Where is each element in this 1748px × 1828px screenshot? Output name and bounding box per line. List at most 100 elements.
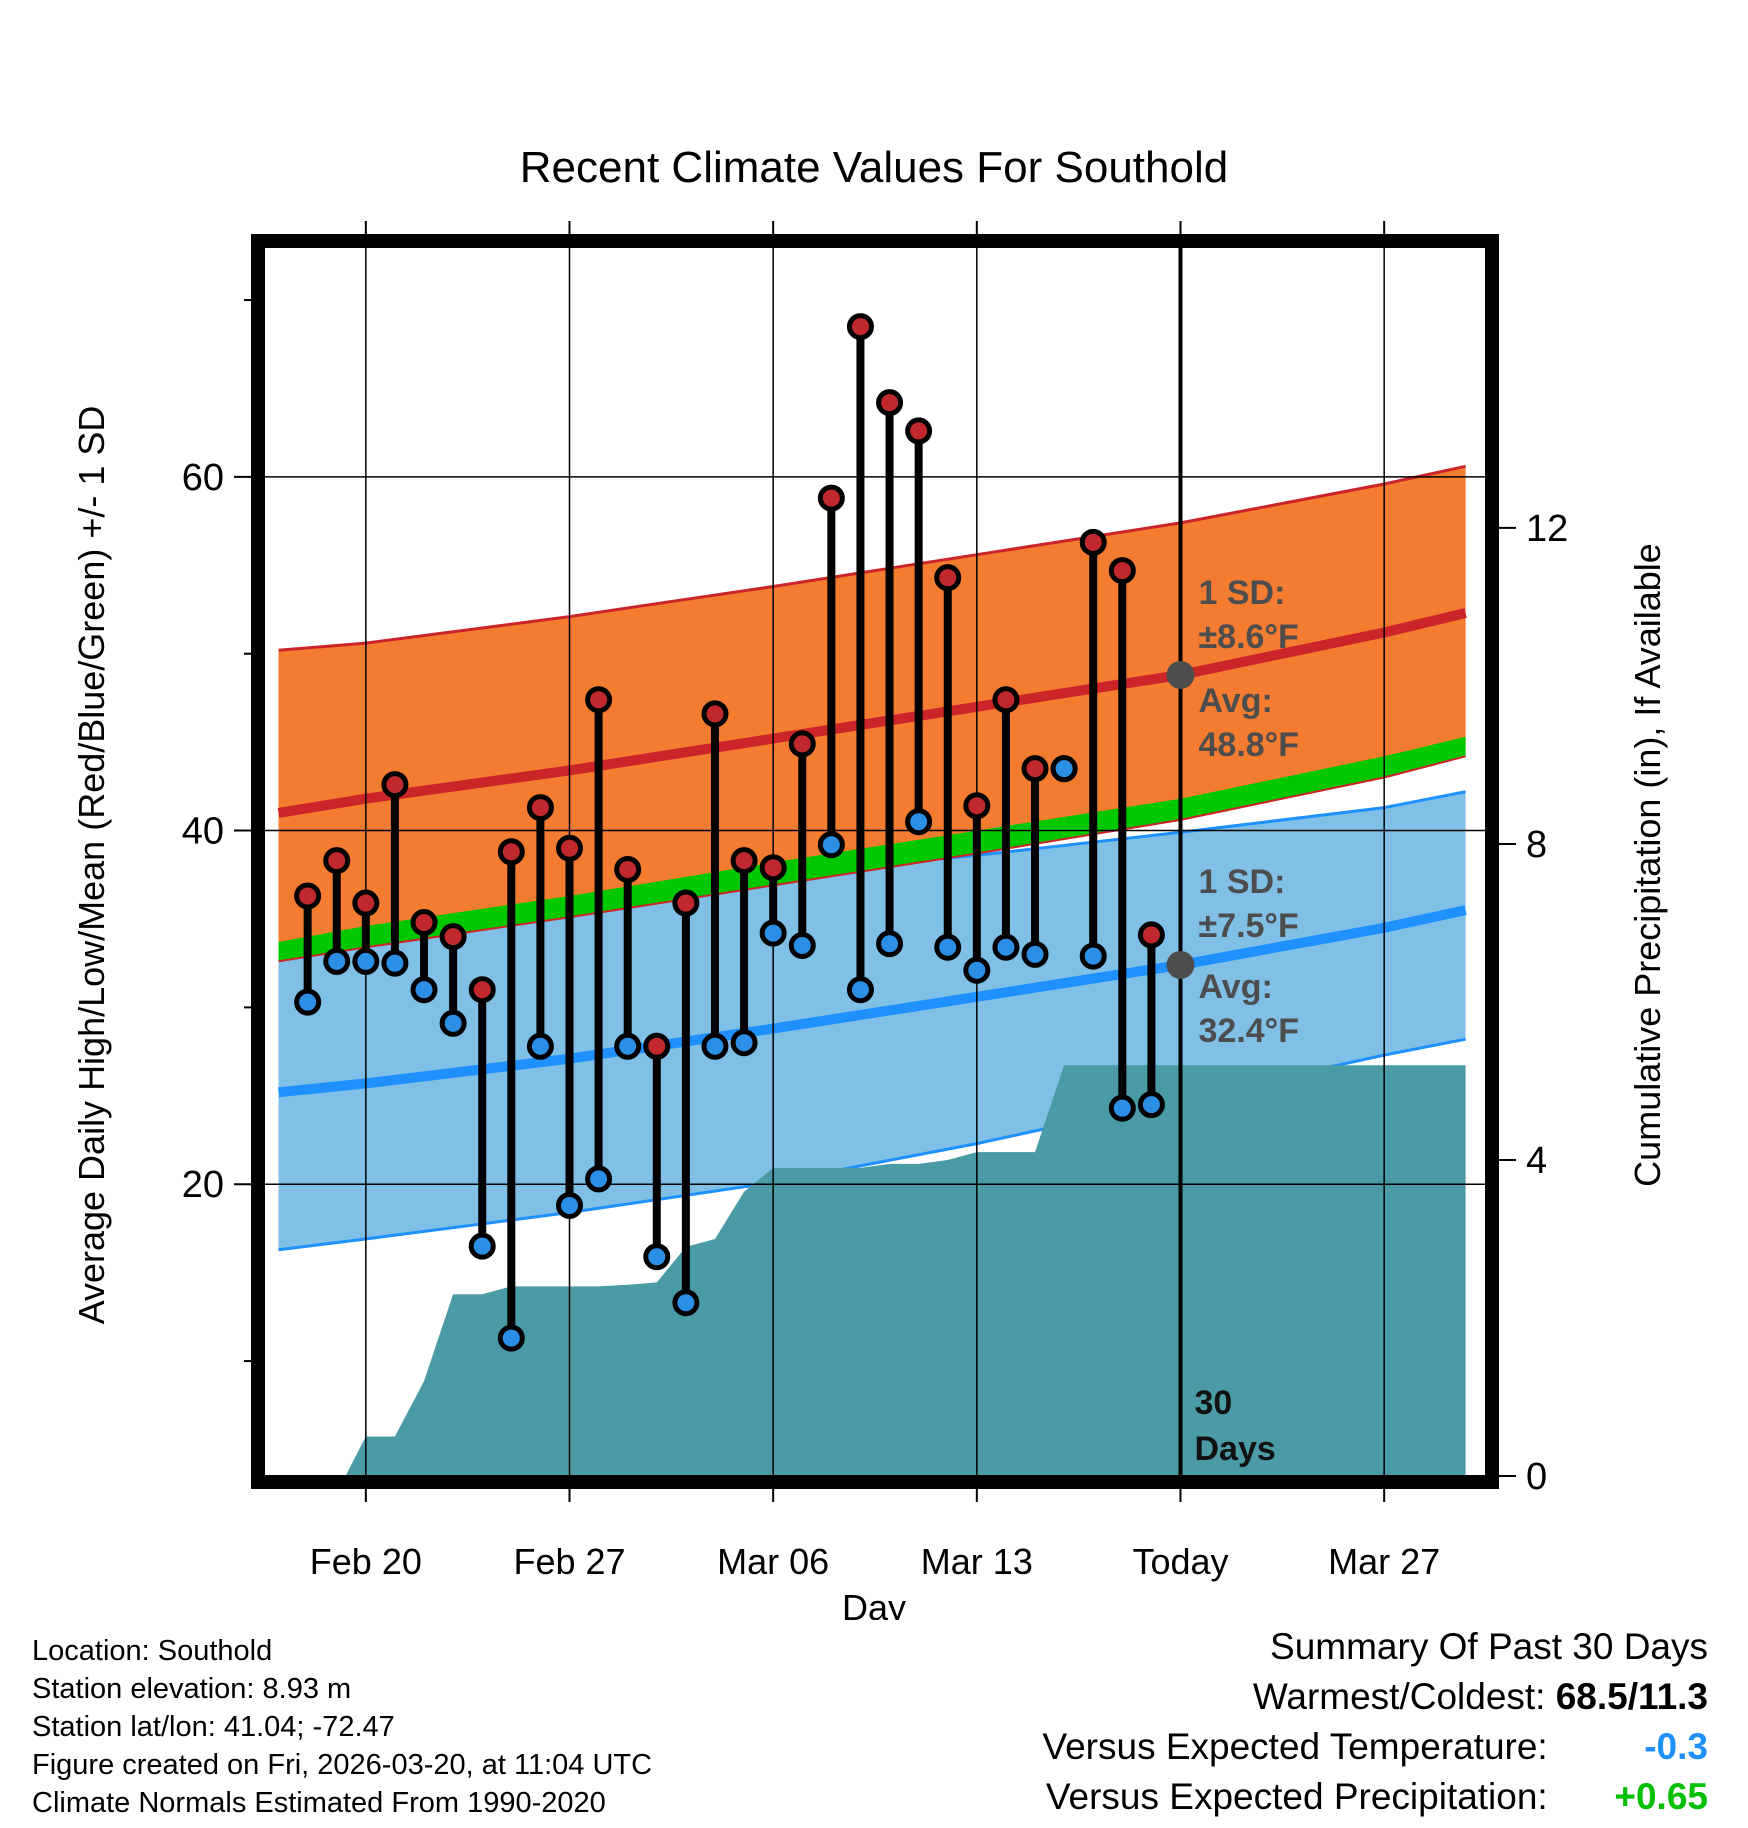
daily-low-point <box>439 1009 467 1037</box>
daily-high-point <box>846 313 874 341</box>
low-average-line <box>277 905 1467 1098</box>
daily-low-point <box>905 808 933 836</box>
climate-chart: Recent Climate Values For Southold 1 SD:… <box>71 143 1668 1620</box>
daily-low-point <box>585 1165 613 1193</box>
daily-high-point <box>963 792 991 820</box>
created-text: Figure created on Fri, 2026-03-20, at 11… <box>32 1749 653 1781</box>
y2-tick-label: 8 <box>1526 824 1547 866</box>
high-upper-sd-line <box>278 464 1466 652</box>
daily-low-point <box>963 956 991 984</box>
plot-area: 1 SD: ±8.6°F Avg: 48.8°F 1 SD: ±7.5°F Avg: 32.4… <box>264 247 1486 1476</box>
precipitation-departure-row: Versus Expected Precipitation: +0.65 <box>1042 1772 1708 1822</box>
daily-high-point <box>934 564 962 592</box>
daily-low-point <box>876 930 904 958</box>
daily-high-point <box>614 855 642 883</box>
daily-high-point <box>410 909 438 937</box>
x-tick-label: Feb 27 <box>513 1541 625 1582</box>
low-lower-sd-line <box>278 1037 1466 1252</box>
daily-high-point <box>556 834 583 862</box>
daily-low-point <box>556 1191 583 1219</box>
window-unit: Days <box>1195 1430 1276 1468</box>
daily-high-point <box>352 889 380 917</box>
x-tick-label: Today <box>1132 1541 1228 1582</box>
x-tick-label: Feb 20 <box>310 1541 422 1582</box>
daily-high-point <box>468 976 496 1004</box>
elevation-text: Station elevation: 8.93 m <box>32 1673 352 1705</box>
summary-heading: Summary Of Past 30 Days <box>1270 1626 1708 1667</box>
daily-high-point <box>323 847 351 875</box>
high-sd-value: ±8.6°F <box>1199 618 1299 656</box>
window-count: 30 <box>1195 1384 1233 1422</box>
daily-low-point <box>1079 942 1107 970</box>
normals-text: Climate Normals Estimated From 1990-2020 <box>32 1787 606 1819</box>
latlon-text: Station lat/lon: 41.04; -72.47 <box>32 1711 395 1743</box>
daily-low-point <box>992 933 1020 961</box>
daily-high-point <box>905 417 933 445</box>
y2-tick-label: 12 <box>1526 508 1568 550</box>
daily-high-point <box>992 686 1020 714</box>
daily-low-point <box>643 1243 671 1271</box>
daily-low-point <box>1050 755 1078 783</box>
temperature-departure-label: Versus Expected Temperature: <box>1042 1726 1548 1767</box>
daily-low-point <box>614 1032 642 1060</box>
daily-low-point <box>323 947 351 975</box>
daily-low-point <box>817 831 845 859</box>
daily-high-point <box>788 730 816 758</box>
low-average-label: Avg: <box>1199 968 1273 1006</box>
daily-low-point <box>410 976 438 1004</box>
axes: Feb 20 Feb 27 Mar 06 Mar 13 Today Mar 2720406… <box>182 221 1568 1582</box>
daily-low-point <box>934 933 962 961</box>
daily-high-point <box>497 838 525 866</box>
daily-low-point <box>1108 1094 1136 1122</box>
daily-high-point <box>294 882 322 910</box>
daily-low-point <box>381 949 409 977</box>
precipitation-departure-label: Versus Expected Precipitation: <box>1045 1776 1548 1817</box>
daily-high-point <box>759 854 787 882</box>
high-sd-label: 1 SD: <box>1199 574 1286 612</box>
summary-panel: Summary Of Past 30 Days Warmest/Coldest:… <box>1042 1622 1708 1822</box>
daily-low-point <box>730 1029 758 1057</box>
warmest-coldest-label: Warmest/Coldest: <box>1252 1676 1546 1717</box>
daily-high-point <box>1021 755 1049 783</box>
daily-low-point <box>1137 1091 1165 1119</box>
daily-high-point <box>381 771 409 799</box>
y2-tick-label: 0 <box>1526 1456 1547 1498</box>
location-text: Location: Southold <box>32 1635 273 1667</box>
temperature-departure-value: -0.3 <box>1644 1726 1708 1767</box>
daily-high-point <box>585 686 613 714</box>
daily-low-point <box>294 988 322 1016</box>
daily-high-point <box>730 847 758 875</box>
temperature-departure-row: Versus Expected Temperature: -0.3 <box>1042 1722 1708 1772</box>
daily-high-point <box>643 1032 671 1060</box>
y-axis-label: Average Daily High/Low/Mean (Red/Blue/Gr… <box>71 406 112 1325</box>
daily-high-point <box>817 484 845 512</box>
daily-low-point <box>701 1032 729 1060</box>
chart-title: Recent Climate Values For Southold <box>520 143 1228 192</box>
y-tick-label: 40 <box>182 811 224 853</box>
precipitation-area <box>278 1065 1466 1476</box>
x-tick-label: Mar 13 <box>921 1541 1033 1582</box>
high-average-value: 48.8°F <box>1199 726 1300 764</box>
daily-low-point <box>526 1032 554 1060</box>
high-average-label: Avg: <box>1199 682 1273 720</box>
mean-normal-band <box>278 736 1466 962</box>
low-average-today-marker <box>1166 950 1195 979</box>
x-tick-label: Mar 27 <box>1328 1541 1440 1582</box>
y-tick-label: 20 <box>182 1164 224 1206</box>
daily-high-point <box>701 700 729 728</box>
low-sd-value: ±7.5°F <box>1199 907 1299 945</box>
low-sd-label: 1 SD: <box>1199 863 1286 901</box>
daily-low-point <box>788 931 816 959</box>
plot-frame <box>251 234 1499 1489</box>
daily-low-point <box>352 947 380 975</box>
daily-high-point <box>1079 528 1107 556</box>
daily-high-point <box>439 923 467 951</box>
y2-axis-label: Cumulative Precipitation (in), If Availa… <box>1627 543 1668 1187</box>
daily-high-point <box>1108 557 1136 585</box>
station-metadata: Location: Southold Station elevation: 8.… <box>32 1632 652 1822</box>
high-average-today-marker <box>1166 660 1195 689</box>
daily-low-point <box>1021 940 1049 968</box>
y2-tick-label: 4 <box>1526 1140 1547 1182</box>
daily-low-point <box>497 1324 525 1352</box>
precipitation-departure-value: +0.65 <box>1614 1776 1708 1817</box>
